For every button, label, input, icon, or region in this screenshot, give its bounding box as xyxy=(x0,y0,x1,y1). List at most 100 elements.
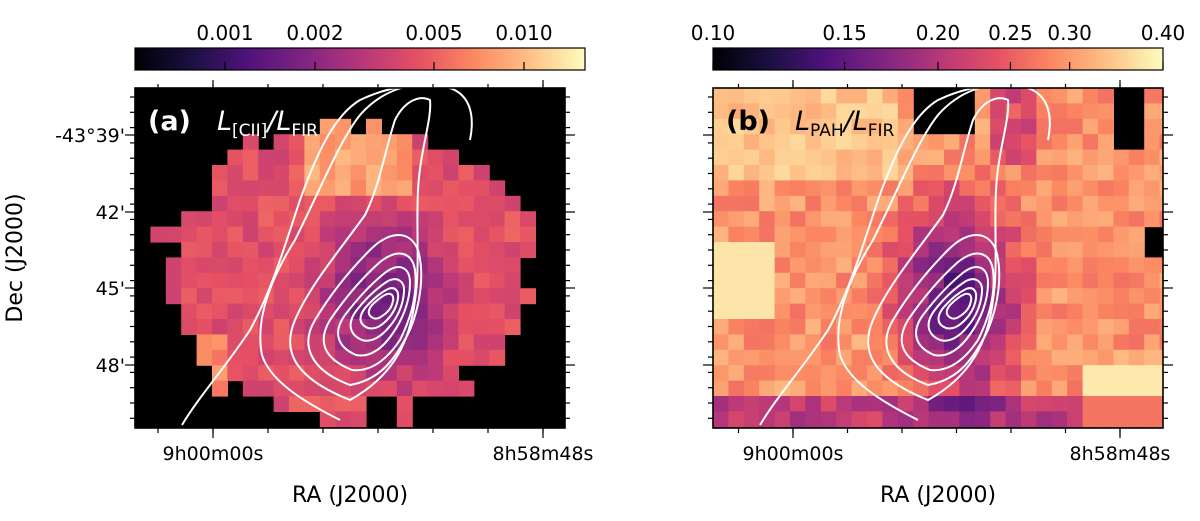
heatmap-cell xyxy=(335,242,352,258)
heatmap-cell xyxy=(1082,303,1099,320)
heatmap-cell xyxy=(820,334,837,351)
heatmap-cell xyxy=(412,319,429,335)
heatmap-cell xyxy=(944,226,960,243)
heatmap-cell xyxy=(759,380,776,397)
heatmap-cell xyxy=(258,380,275,397)
panel-b-title-sub1: PAH xyxy=(810,121,844,141)
heatmap-cell xyxy=(713,319,729,335)
heatmap-cell xyxy=(227,288,244,305)
heatmap-cell xyxy=(489,288,506,305)
heatmap-cell xyxy=(882,334,899,351)
heatmap-cell xyxy=(473,165,490,181)
heatmap-cell xyxy=(273,149,290,166)
heatmap-cell xyxy=(1051,88,1068,104)
heatmap-cell xyxy=(1067,180,1084,197)
heatmap-cell xyxy=(759,272,776,289)
heatmap-cell xyxy=(443,334,459,351)
heatmap-cell xyxy=(1144,103,1161,120)
heatmap-cell xyxy=(1051,226,1068,243)
heatmap-cell xyxy=(396,257,413,274)
heatmap-cell xyxy=(1098,118,1114,135)
heatmap-cell xyxy=(728,88,745,104)
heatmap-cell xyxy=(212,272,228,289)
heatmap-cell xyxy=(882,257,899,274)
heatmap-cell xyxy=(790,195,806,212)
heatmap-cell xyxy=(743,134,760,151)
heatmap-cell xyxy=(944,165,960,181)
heatmap-cell xyxy=(790,134,806,151)
heatmap-cell xyxy=(412,211,429,228)
heatmap-cell xyxy=(897,272,914,289)
heatmap-cell xyxy=(851,288,868,305)
heatmap-cell xyxy=(990,149,1007,166)
heatmap-cell xyxy=(1098,380,1114,397)
heatmap-cell xyxy=(820,303,837,320)
heatmap-cell xyxy=(489,211,506,228)
heatmap-cell xyxy=(805,411,822,428)
heatmap-cell xyxy=(273,303,290,320)
heatmap-cell xyxy=(897,134,914,151)
heatmap-cell xyxy=(1067,411,1084,428)
heatmap-cell xyxy=(836,334,853,351)
heatmap-cell xyxy=(1051,272,1068,289)
heatmap-cell xyxy=(227,242,244,258)
heatmap-cell xyxy=(728,180,745,197)
heatmap-cell xyxy=(227,349,244,366)
heatmap-cell xyxy=(867,103,883,120)
heatmap-cell xyxy=(743,165,760,181)
x-axis-label-a: RA (J2000) xyxy=(292,483,408,508)
heatmap-cell xyxy=(1021,365,1037,382)
heatmap-cell xyxy=(990,411,1007,428)
ra-tick-label: 9h00m00s xyxy=(743,443,844,465)
heatmap-cell xyxy=(1021,257,1037,274)
heatmap-cell xyxy=(728,319,745,335)
heatmap-cell xyxy=(836,149,853,166)
heatmap-cell xyxy=(1021,380,1037,397)
heatmap-cell xyxy=(759,365,776,382)
heatmap-cell xyxy=(728,288,745,305)
heatmap-cell xyxy=(1159,411,1163,428)
heatmap-cell xyxy=(504,272,521,289)
heatmap-cell xyxy=(1051,303,1068,320)
heatmap-cell xyxy=(743,180,760,197)
axis-ticks-b xyxy=(703,80,1173,438)
heatmap-cell xyxy=(836,411,853,428)
heatmap-cell xyxy=(1159,195,1163,212)
heatmap-cell xyxy=(489,349,506,366)
heatmap-cell xyxy=(289,365,305,382)
heatmap-cell xyxy=(851,272,868,289)
heatmap-cell xyxy=(196,288,213,305)
heatmap-cell xyxy=(743,103,760,120)
heatmap-cell xyxy=(1144,257,1161,274)
heatmap-cell xyxy=(1159,396,1163,412)
heatmap-cell xyxy=(944,195,960,212)
heatmap-cell xyxy=(212,303,228,320)
heatmap-cell xyxy=(1082,272,1099,289)
heatmap-cell xyxy=(1144,211,1161,228)
ra-tick-label: 8h58m48s xyxy=(1070,443,1171,465)
heatmap-cell xyxy=(882,103,899,120)
heatmap-cell xyxy=(366,226,382,243)
heatmap-cell xyxy=(304,134,321,151)
heatmap-cell xyxy=(458,226,475,243)
heatmap-cell xyxy=(774,88,791,104)
heatmap-cell xyxy=(728,118,745,135)
heatmap-cell xyxy=(1159,211,1163,228)
axes-frame-b xyxy=(712,87,1164,429)
heatmap-cell xyxy=(366,272,382,289)
heatmap-cell xyxy=(289,396,305,412)
heatmap-cell xyxy=(805,88,822,104)
heatmap-cell xyxy=(897,303,914,320)
heatmap-cell xyxy=(990,226,1007,243)
heatmap-cell xyxy=(473,242,490,258)
heatmap-cell xyxy=(1067,134,1084,151)
heatmap-cell xyxy=(1098,195,1114,212)
heatmap-cell xyxy=(974,257,991,274)
heatmap-cell xyxy=(820,211,837,228)
heatmap-cell xyxy=(974,149,991,166)
heatmap-cell xyxy=(759,103,776,120)
heatmap-cell xyxy=(882,118,899,135)
heatmap-cell xyxy=(820,242,837,258)
heatmap-cell xyxy=(489,242,506,258)
heatmap-cell xyxy=(1067,349,1084,366)
